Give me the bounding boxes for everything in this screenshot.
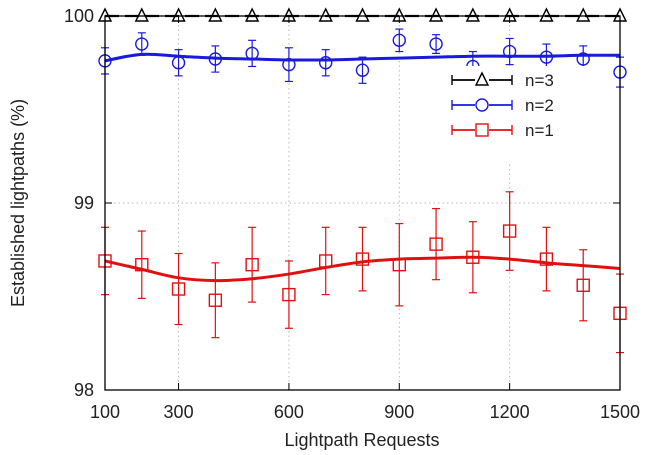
x-axis: 100 300 600 900 1200 1500 — [90, 16, 640, 422]
data-point — [392, 33, 406, 48]
data-point — [392, 258, 406, 272]
y-axis-title: Established lightpaths (%) — [8, 99, 28, 307]
legend-label: n=1 — [525, 121, 554, 140]
data-point — [355, 63, 370, 77]
legend-marker-bg — [475, 72, 489, 88]
data-point — [135, 37, 149, 51]
x-tick-label: 100 — [90, 402, 120, 422]
data-point — [576, 52, 590, 66]
data-point — [245, 258, 259, 272]
data-point — [319, 254, 333, 268]
data-point — [576, 7, 591, 22]
data-point — [429, 37, 443, 51]
y-tick-label: 98 — [74, 380, 94, 400]
data-point — [208, 52, 223, 66]
data-point — [319, 56, 333, 70]
data-point — [502, 44, 517, 59]
legend-marker — [474, 71, 490, 86]
x-tick-label: 900 — [384, 402, 414, 422]
data-point — [171, 282, 186, 296]
y-axis: 98 99 100 — [64, 6, 620, 400]
data-point — [208, 7, 223, 22]
legend-background — [446, 66, 594, 162]
data-point — [539, 50, 554, 64]
data-point — [282, 287, 296, 302]
x-tick-label: 1500 — [600, 402, 640, 422]
legend-marker — [475, 123, 489, 137]
legend-marker-bg — [475, 122, 489, 138]
legend: n=3 n=2 n=1 — [446, 66, 594, 162]
data-point — [429, 237, 443, 251]
data-point — [171, 56, 186, 70]
legend-label: n=3 — [525, 71, 554, 90]
data-point — [134, 7, 149, 22]
data-point — [539, 7, 554, 22]
data-point — [245, 7, 260, 22]
legend-label: n=2 — [525, 96, 554, 115]
data-point — [318, 7, 333, 22]
data-point — [245, 46, 259, 61]
data-point — [539, 252, 554, 266]
legend-entry-n2: n=2 — [451, 96, 554, 115]
legend-marker — [475, 98, 489, 112]
data-point — [465, 7, 480, 22]
data-point — [282, 57, 296, 72]
legend-entry-n1: n=1 — [451, 121, 554, 140]
x-tick-label: 300 — [164, 402, 194, 422]
data-point — [208, 293, 223, 307]
data-point — [576, 278, 590, 292]
x-tick-label: 600 — [274, 402, 304, 422]
data-point — [355, 252, 370, 266]
data-point — [466, 250, 480, 264]
data-point — [428, 7, 444, 22]
data-point — [502, 224, 517, 238]
legend-entry-n3: n=3 — [451, 71, 554, 90]
data-point — [135, 258, 149, 272]
y-tick-label: 99 — [74, 193, 94, 213]
x-axis-title: Lightpath Requests — [284, 430, 439, 450]
y-tick-label: 100 — [64, 6, 94, 26]
data-point — [355, 7, 370, 22]
x-tick-label: 1200 — [490, 402, 530, 422]
